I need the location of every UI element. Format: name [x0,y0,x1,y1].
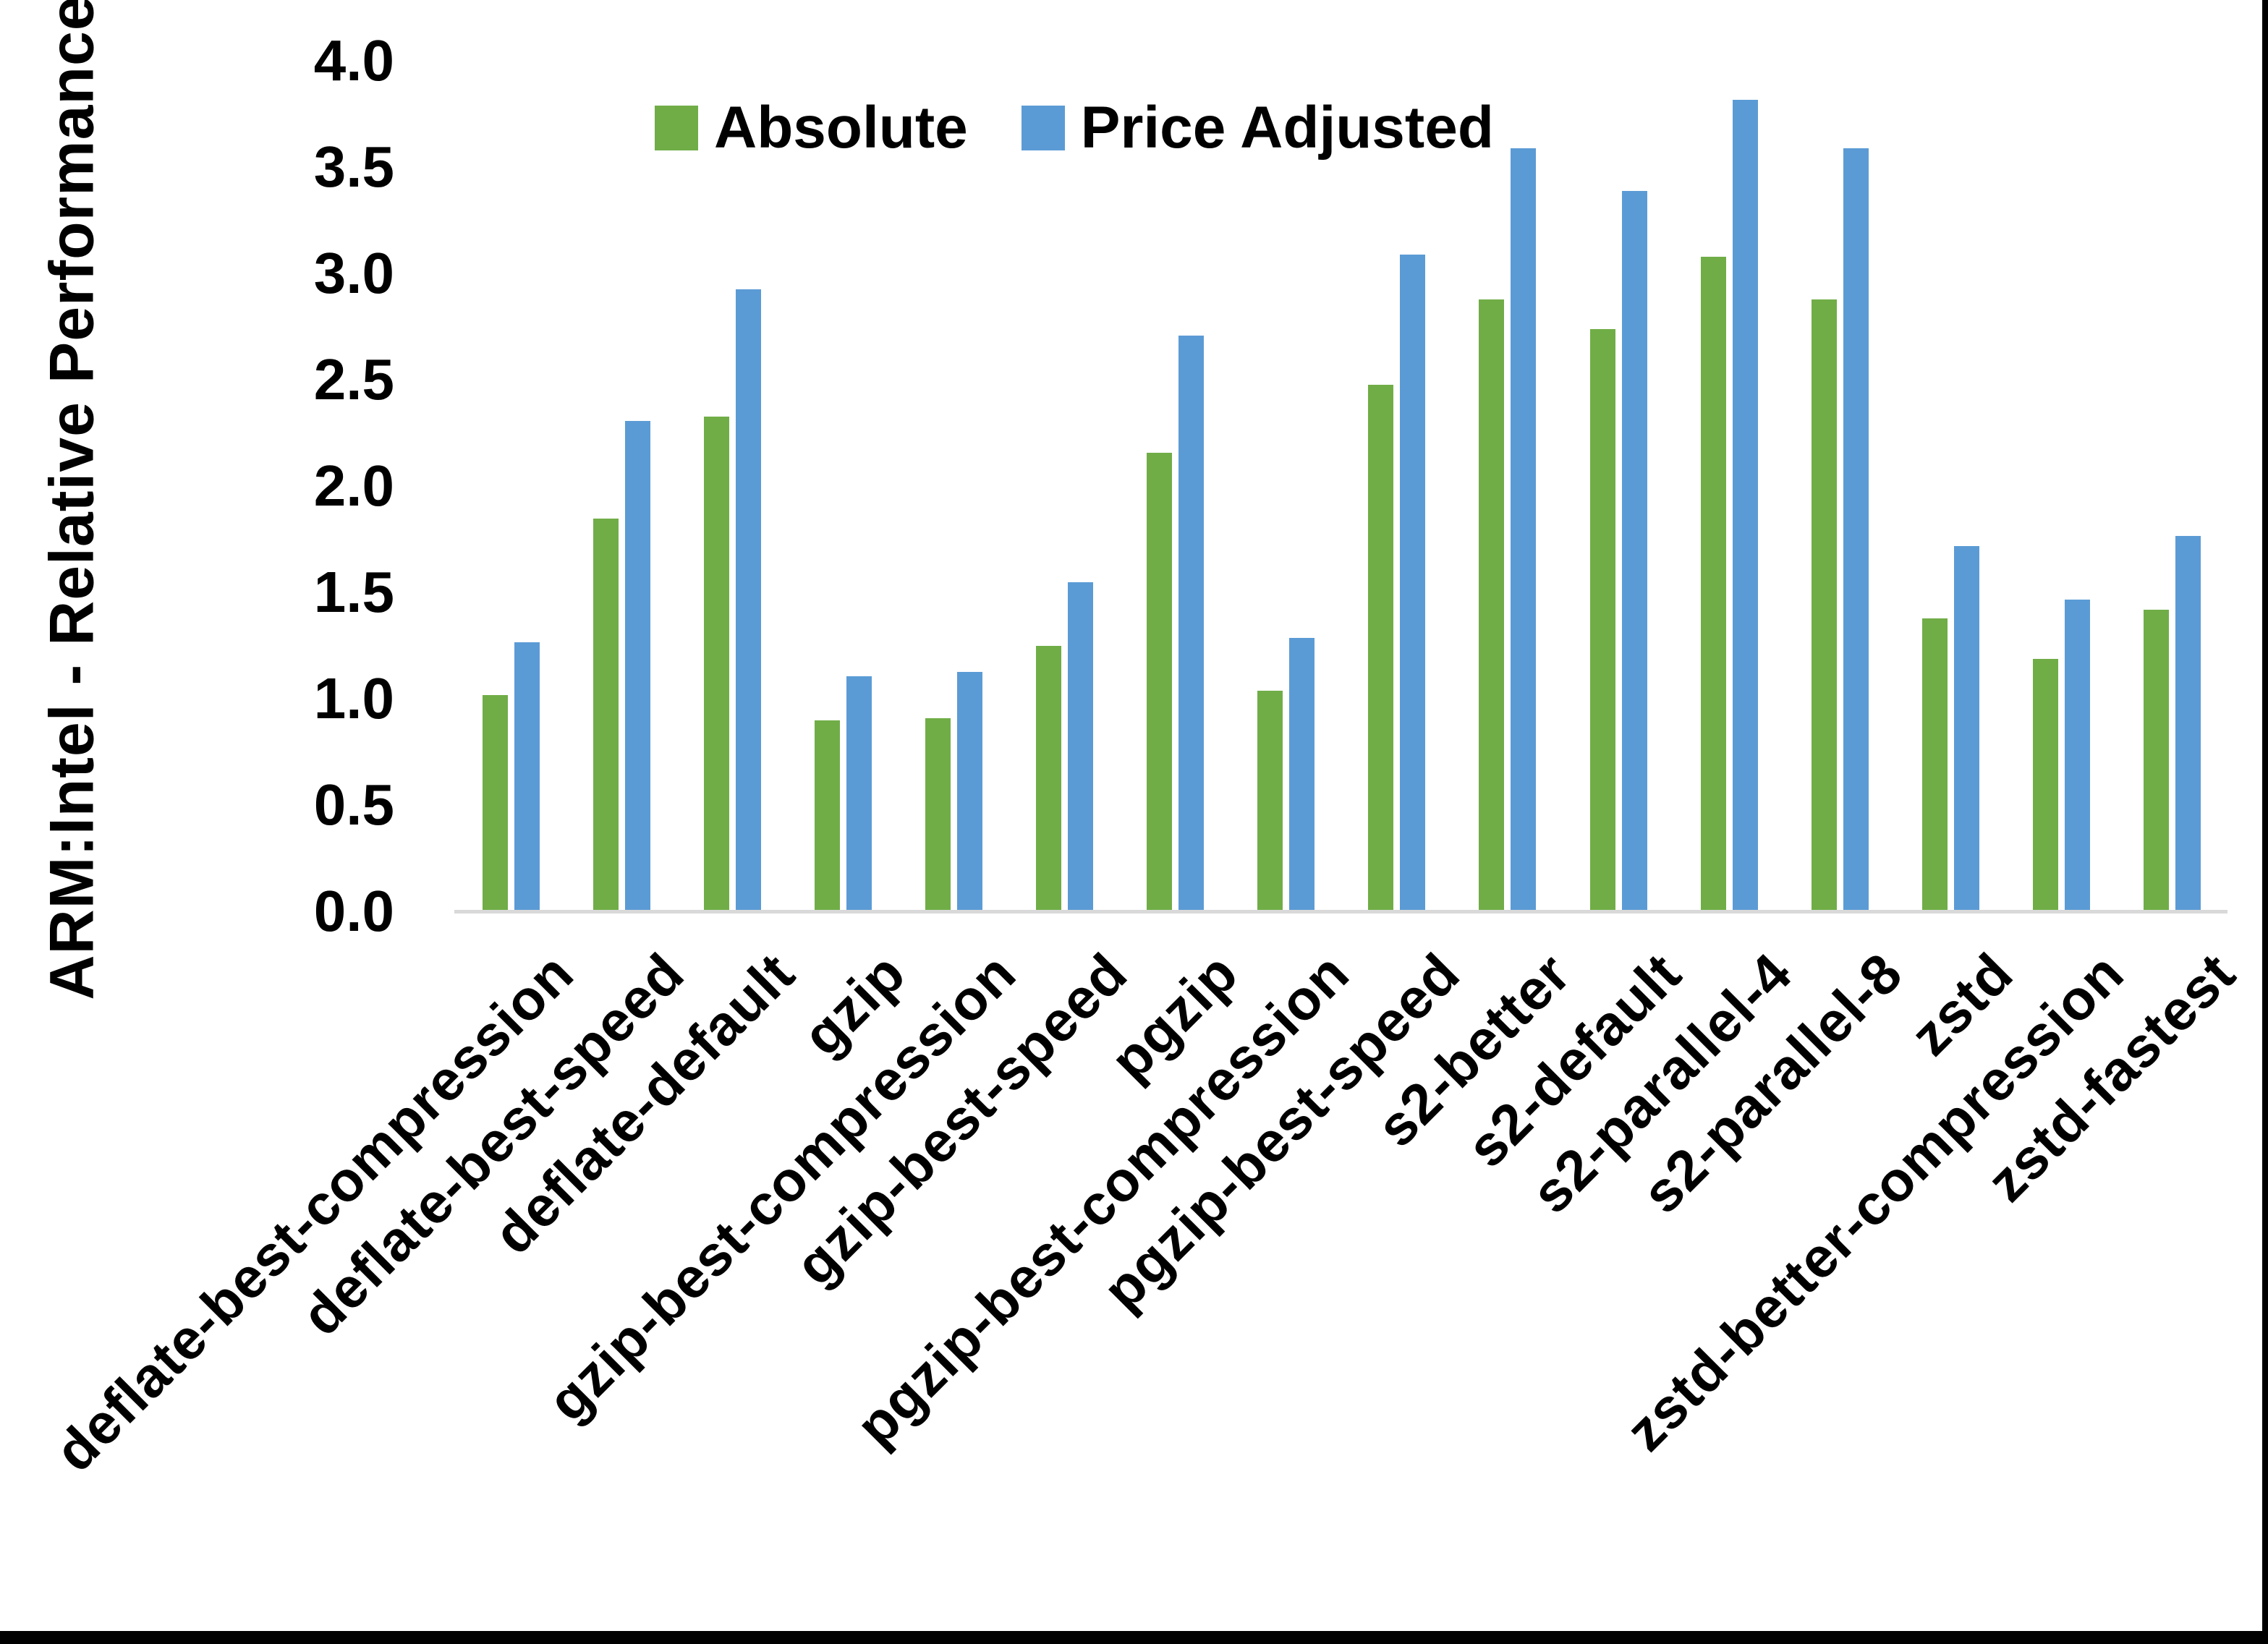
bar-absolute-zstd-fastest [2144,610,2169,910]
bar-price-adjusted-zstd-fastest [2175,536,2201,910]
screenshot-right-border [2262,0,2268,1644]
bar-absolute-zstd-better-compression [2033,659,2058,910]
bar-absolute-zstd [1922,618,1948,910]
x-axis-line [454,910,2227,913]
bar-absolute-pgzip-best-speed [1368,385,1393,910]
y-tick-label: 2.0 [313,453,394,518]
bar-price-adjusted-gzip-best-compression [957,672,982,910]
bar-price-adjusted-deflate-default [736,289,761,910]
bar-price-adjusted-s2-better [1511,148,1536,910]
bar-absolute-pgzip-best-compression [1257,691,1283,910]
bar-price-adjusted-zstd-better-compression [2065,600,2090,910]
bar-absolute-deflate-best-speed [593,519,619,910]
bar-price-adjusted-s2-parallel-4 [1733,100,1758,910]
bar-absolute-pgzip [1147,453,1172,910]
legend-item-price-adjusted: Price Adjusted [1021,94,1494,162]
bar-price-adjusted-pgzip-best-speed [1400,255,1425,910]
screenshot-bottom-border [0,1631,2268,1644]
bar-absolute-gzip [815,720,840,910]
y-tick-label: 1.5 [313,560,394,624]
legend-label-absolute: Absolute [714,95,968,161]
bar-absolute-s2-parallel-8 [1812,299,1837,910]
bar-price-adjusted-pgzip [1178,336,1204,910]
bar-absolute-deflate-default [704,417,729,910]
y-tick-label: 1.0 [313,666,394,731]
bar-absolute-gzip-best-speed [1036,646,1061,910]
bar-price-adjusted-gzip [846,676,872,910]
y-tick-label: 0.0 [313,879,394,943]
bar-absolute-s2-parallel-4 [1701,257,1726,910]
y-tick-label: 2.5 [313,347,394,412]
y-tick-label: 3.5 [313,135,394,199]
legend-item-absolute: Absolute [655,94,968,162]
bar-absolute-gzip-best-compression [925,718,951,910]
y-tick-label: 4.0 [313,28,394,93]
legend: Absolute Price Adjusted [655,94,1494,162]
bar-price-adjusted-deflate-best-compression [514,642,540,910]
bar-absolute-deflate-best-compression [483,695,508,910]
legend-swatch-price-adjusted [1021,106,1065,150]
bar-price-adjusted-deflate-best-speed [625,421,650,910]
bar-price-adjusted-pgzip-best-compression [1289,638,1314,910]
legend-swatch-absolute [655,106,698,150]
bar-price-adjusted-s2-default [1622,191,1647,910]
bar-absolute-s2-default [1590,329,1615,910]
bar-price-adjusted-gzip-best-speed [1068,582,1093,910]
bar-absolute-s2-better [1479,299,1504,910]
legend-label-price-adjusted: Price Adjusted [1080,95,1494,161]
y-tick-label: 0.5 [313,772,394,837]
y-tick-label: 3.0 [313,241,394,305]
bar-price-adjusted-zstd [1954,546,1979,910]
bar-price-adjusted-s2-parallel-8 [1843,148,1869,910]
